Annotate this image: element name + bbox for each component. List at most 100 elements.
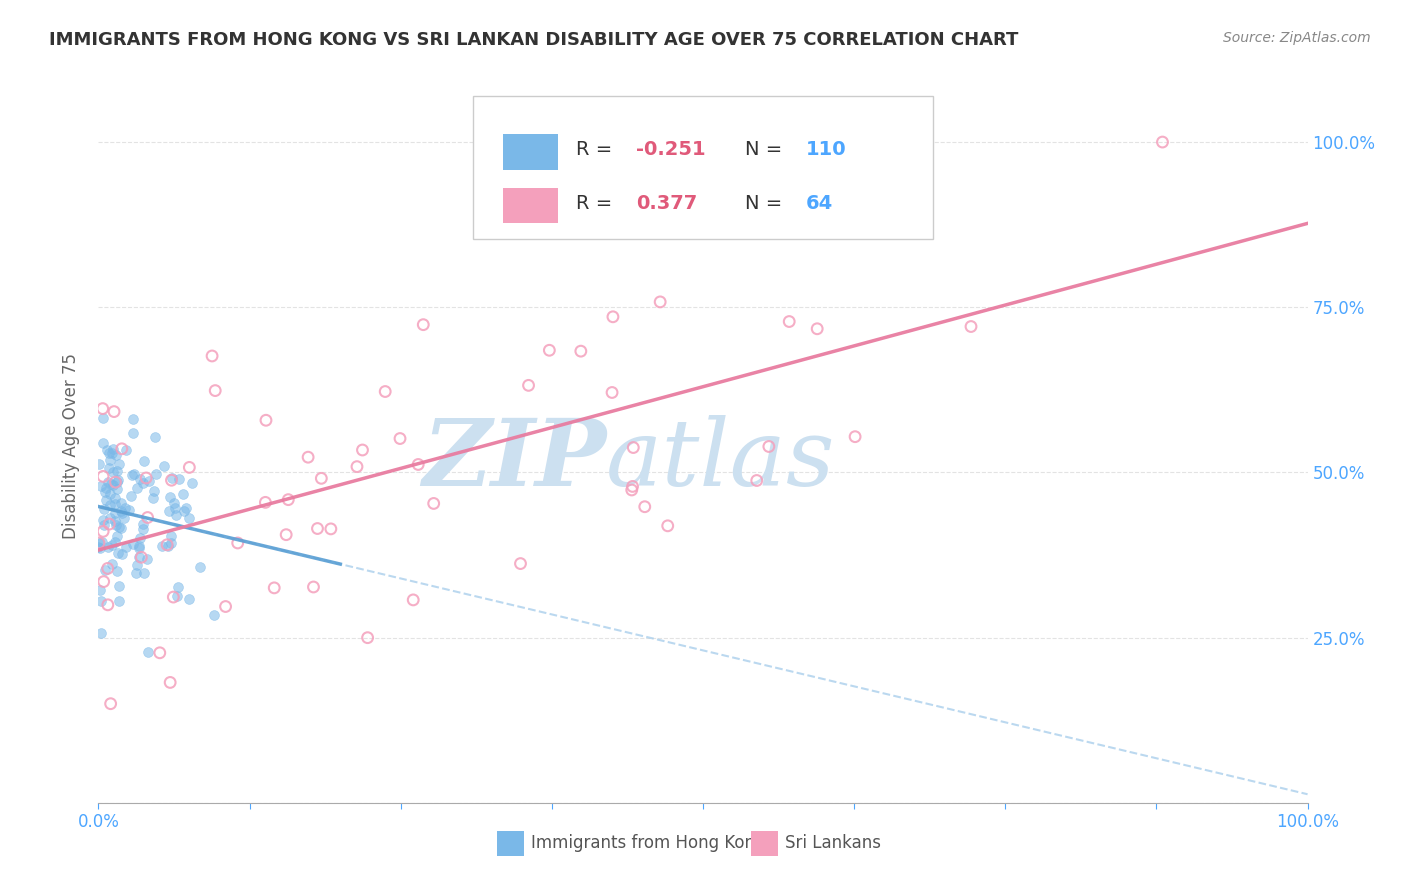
- Point: [89, 457, 111, 471]
- Text: atlas: atlas: [606, 416, 835, 505]
- Point: [214, 599, 236, 614]
- Point: [156, 539, 179, 553]
- Point: [128, 549, 150, 564]
- Text: R =: R =: [576, 194, 619, 213]
- Bar: [503, 134, 558, 169]
- Point: [145, 467, 167, 481]
- Point: [122, 425, 145, 440]
- Point: [100, 476, 122, 491]
- Point: [620, 483, 643, 497]
- Point: [128, 471, 150, 485]
- Point: [1152, 135, 1174, 149]
- Point: [406, 458, 429, 472]
- Point: [374, 384, 396, 399]
- Point: [111, 547, 134, 561]
- Point: [138, 475, 160, 489]
- Point: [160, 536, 183, 550]
- Point: [145, 430, 167, 444]
- Point: [100, 557, 122, 571]
- Point: [98, 498, 121, 512]
- Point: [122, 412, 145, 426]
- FancyBboxPatch shape: [474, 96, 932, 239]
- Point: [177, 511, 200, 525]
- Point: [422, 496, 444, 510]
- Point: [346, 459, 368, 474]
- Bar: [751, 831, 778, 856]
- Point: [108, 457, 131, 471]
- Point: [356, 631, 378, 645]
- Point: [157, 503, 180, 517]
- Point: [960, 319, 983, 334]
- Point: [97, 541, 120, 555]
- Point: [165, 501, 187, 516]
- Point: [110, 496, 132, 510]
- Point: [89, 541, 111, 555]
- Point: [600, 385, 623, 400]
- Point: [110, 504, 132, 518]
- Text: 64: 64: [806, 194, 832, 213]
- Point: [115, 540, 138, 554]
- Point: [167, 580, 190, 594]
- Point: [90, 626, 112, 640]
- Point: [412, 318, 434, 332]
- Point: [402, 593, 425, 607]
- Text: IMMIGRANTS FROM HONG KONG VS SRI LANKAN DISABILITY AGE OVER 75 CORRELATION CHART: IMMIGRANTS FROM HONG KONG VS SRI LANKAN …: [49, 31, 1018, 49]
- Point: [226, 536, 249, 550]
- Point: [105, 529, 128, 543]
- Text: N =: N =: [745, 194, 789, 213]
- Point: [174, 500, 197, 515]
- Point: [132, 517, 155, 532]
- Point: [101, 478, 124, 492]
- Point: [105, 464, 128, 478]
- Point: [90, 479, 112, 493]
- Point: [319, 522, 342, 536]
- Point: [634, 500, 657, 514]
- Point: [169, 472, 191, 486]
- Point: [112, 510, 135, 524]
- Point: [758, 440, 780, 454]
- Point: [650, 294, 672, 309]
- Point: [179, 460, 201, 475]
- Point: [91, 401, 114, 416]
- Point: [150, 539, 173, 553]
- Point: [135, 552, 157, 566]
- Point: [389, 432, 412, 446]
- Point: [517, 378, 540, 392]
- Point: [745, 474, 768, 488]
- Point: [172, 486, 194, 500]
- Point: [657, 518, 679, 533]
- Point: [156, 538, 179, 552]
- Point: [128, 539, 150, 553]
- Point: [806, 322, 828, 336]
- Point: [104, 535, 127, 549]
- Point: [108, 579, 131, 593]
- Text: Sri Lankans: Sri Lankans: [785, 835, 882, 853]
- Point: [104, 475, 127, 490]
- Point: [602, 310, 624, 324]
- Text: N =: N =: [745, 140, 789, 160]
- Point: [98, 453, 121, 467]
- Point: [509, 557, 531, 571]
- Y-axis label: Disability Age Over 75: Disability Age Over 75: [62, 353, 80, 539]
- Point: [104, 507, 127, 521]
- Point: [152, 458, 174, 473]
- Point: [121, 537, 143, 551]
- Bar: [498, 831, 524, 856]
- Point: [97, 561, 120, 575]
- Point: [91, 436, 114, 450]
- Point: [621, 441, 644, 455]
- Point: [98, 511, 121, 525]
- Point: [93, 502, 115, 516]
- Point: [125, 481, 148, 495]
- Point: [107, 546, 129, 560]
- Point: [98, 445, 121, 459]
- Point: [160, 473, 183, 487]
- Point: [538, 343, 561, 358]
- Point: [263, 581, 285, 595]
- Point: [128, 541, 150, 555]
- Text: Source: ZipAtlas.com: Source: ZipAtlas.com: [1223, 31, 1371, 45]
- Point: [135, 471, 157, 485]
- Point: [188, 559, 211, 574]
- Point: [181, 476, 204, 491]
- Point: [87, 536, 110, 550]
